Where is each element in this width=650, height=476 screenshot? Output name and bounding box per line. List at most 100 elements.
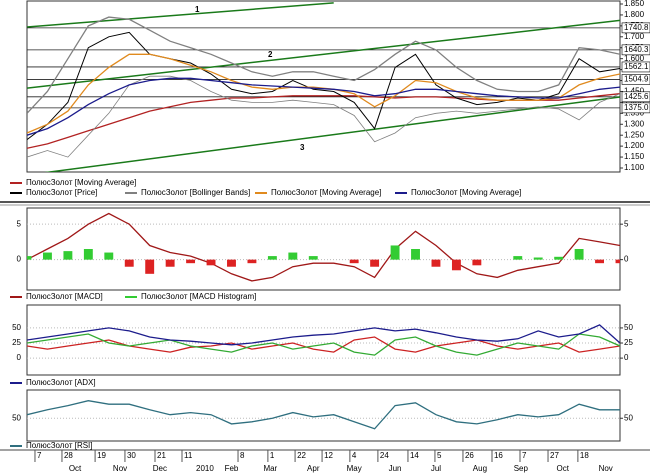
month-label: Oct xyxy=(557,464,570,473)
y-tick-label: 50 xyxy=(624,323,633,332)
series-line xyxy=(27,212,620,282)
histogram-bar xyxy=(165,259,175,267)
series-line xyxy=(27,75,620,158)
x-tick-label: 18 xyxy=(580,451,589,460)
y-tick-label: 5 xyxy=(624,219,629,228)
y-tick-label: 5 xyxy=(17,219,22,228)
y-tick-label: 1.100 xyxy=(624,163,645,172)
histogram-bar xyxy=(63,251,73,260)
level-label-box xyxy=(621,91,650,103)
y-tick-label: 1.300 xyxy=(624,119,645,128)
x-tick-label: 27 xyxy=(550,451,559,460)
histogram-bar xyxy=(615,259,620,264)
x-tick-label: 26 xyxy=(465,451,474,460)
month-label: Feb xyxy=(225,464,239,473)
level-label-box xyxy=(621,44,650,56)
histogram-bar xyxy=(370,259,380,267)
y-tick-label: 50 xyxy=(624,413,633,422)
month-label: Jul xyxy=(431,464,441,473)
y-tick-label: 1.800 xyxy=(624,10,645,19)
y-tick-label: 25 xyxy=(12,338,21,347)
level-label: 1375.0 xyxy=(624,103,649,112)
level-label-box xyxy=(621,102,650,114)
month-label: Mar xyxy=(263,464,277,473)
x-tick-label: 21 xyxy=(157,451,166,460)
month-label: 2010 xyxy=(196,464,214,473)
x-tick-label: 12 xyxy=(324,451,333,460)
y-tick-label: 1.450 xyxy=(624,87,645,96)
trend-line-label: 2 xyxy=(268,50,273,59)
legend-label: ПолюсЗолот [RSI] xyxy=(26,441,93,450)
y-tick-label: 0 xyxy=(17,353,22,362)
histogram-bar xyxy=(145,259,155,274)
legend-label: ПолюсЗолот [Moving Average] xyxy=(26,178,136,187)
x-tick-label: 16 xyxy=(494,451,503,460)
histogram-bar xyxy=(390,245,400,260)
histogram-bar xyxy=(451,259,461,271)
x-tick-label: 7 xyxy=(522,451,527,460)
y-tick-label: 0 xyxy=(624,255,629,264)
histogram-bar xyxy=(227,259,236,267)
histogram-bar xyxy=(472,259,482,266)
x-tick-label: 11 xyxy=(184,451,193,460)
histogram-bar xyxy=(43,252,52,260)
month-label: Apr xyxy=(307,464,320,473)
series-line xyxy=(27,16,620,114)
x-tick-label: 22 xyxy=(297,451,306,460)
y-tick-label: 0 xyxy=(624,353,629,362)
histogram-bar xyxy=(595,259,604,264)
histogram-bar xyxy=(247,259,257,264)
panel-frame xyxy=(26,0,621,173)
legend-label: ПолюсЗолот [Bollinger Bands] xyxy=(141,188,250,197)
x-tick-label: 30 xyxy=(127,451,136,460)
trend-line xyxy=(27,2,334,28)
trend-line-label: 1 xyxy=(195,5,200,14)
level-label: 1425.6 xyxy=(624,92,649,101)
y-tick-label: 1.850 xyxy=(624,0,645,8)
panel-frame xyxy=(26,207,621,291)
series-line xyxy=(27,31,620,140)
legend-label: ПолюсЗолот [MACD Histogram] xyxy=(141,292,256,301)
histogram-bar xyxy=(349,259,359,264)
x-tick-label: 5 xyxy=(437,451,442,460)
histogram-bar xyxy=(533,257,543,260)
histogram-bar xyxy=(27,256,32,260)
plot-area xyxy=(27,400,620,430)
level-label-box xyxy=(621,22,650,34)
legend-label: ПолюсЗолот [ADX] xyxy=(26,378,96,387)
month-label: Dec xyxy=(153,464,167,473)
histogram-bar xyxy=(124,259,134,267)
series-line xyxy=(27,333,620,356)
series-line xyxy=(27,400,620,430)
histogram-bar xyxy=(574,249,584,260)
legend-label: ПолюсЗолот [Moving Average] xyxy=(411,188,521,197)
plot-area xyxy=(27,2,620,172)
histogram-bar xyxy=(513,256,523,260)
histogram-bar xyxy=(206,259,216,266)
y-tick-label: 25 xyxy=(624,338,633,347)
histogram-bar xyxy=(411,249,420,260)
trend-line xyxy=(44,96,620,172)
level-label: 1740.8 xyxy=(624,23,649,32)
histogram-bar xyxy=(83,249,93,260)
panel-frame xyxy=(26,389,621,442)
y-tick-label: 1.700 xyxy=(624,32,645,41)
series-line xyxy=(27,77,620,136)
legend-label: ПолюсЗолот [Moving Average] xyxy=(271,188,381,197)
month-label: Nov xyxy=(599,464,613,473)
month-label: Oct xyxy=(69,464,82,473)
legend-label: ПолюсЗолот [MACD] xyxy=(26,292,103,301)
plot-area xyxy=(27,324,620,359)
month-label: Aug xyxy=(473,464,487,473)
histogram-bar xyxy=(431,259,441,267)
level-label: 1562.1 xyxy=(624,62,649,71)
series-line xyxy=(27,324,620,346)
x-tick-label: 19 xyxy=(97,451,106,460)
y-tick-label: 1.150 xyxy=(624,152,645,161)
month-label: Sep xyxy=(514,464,529,473)
histogram-bar xyxy=(308,256,318,260)
y-tick-label: 50 xyxy=(12,323,21,332)
level-label-box xyxy=(621,74,650,85)
